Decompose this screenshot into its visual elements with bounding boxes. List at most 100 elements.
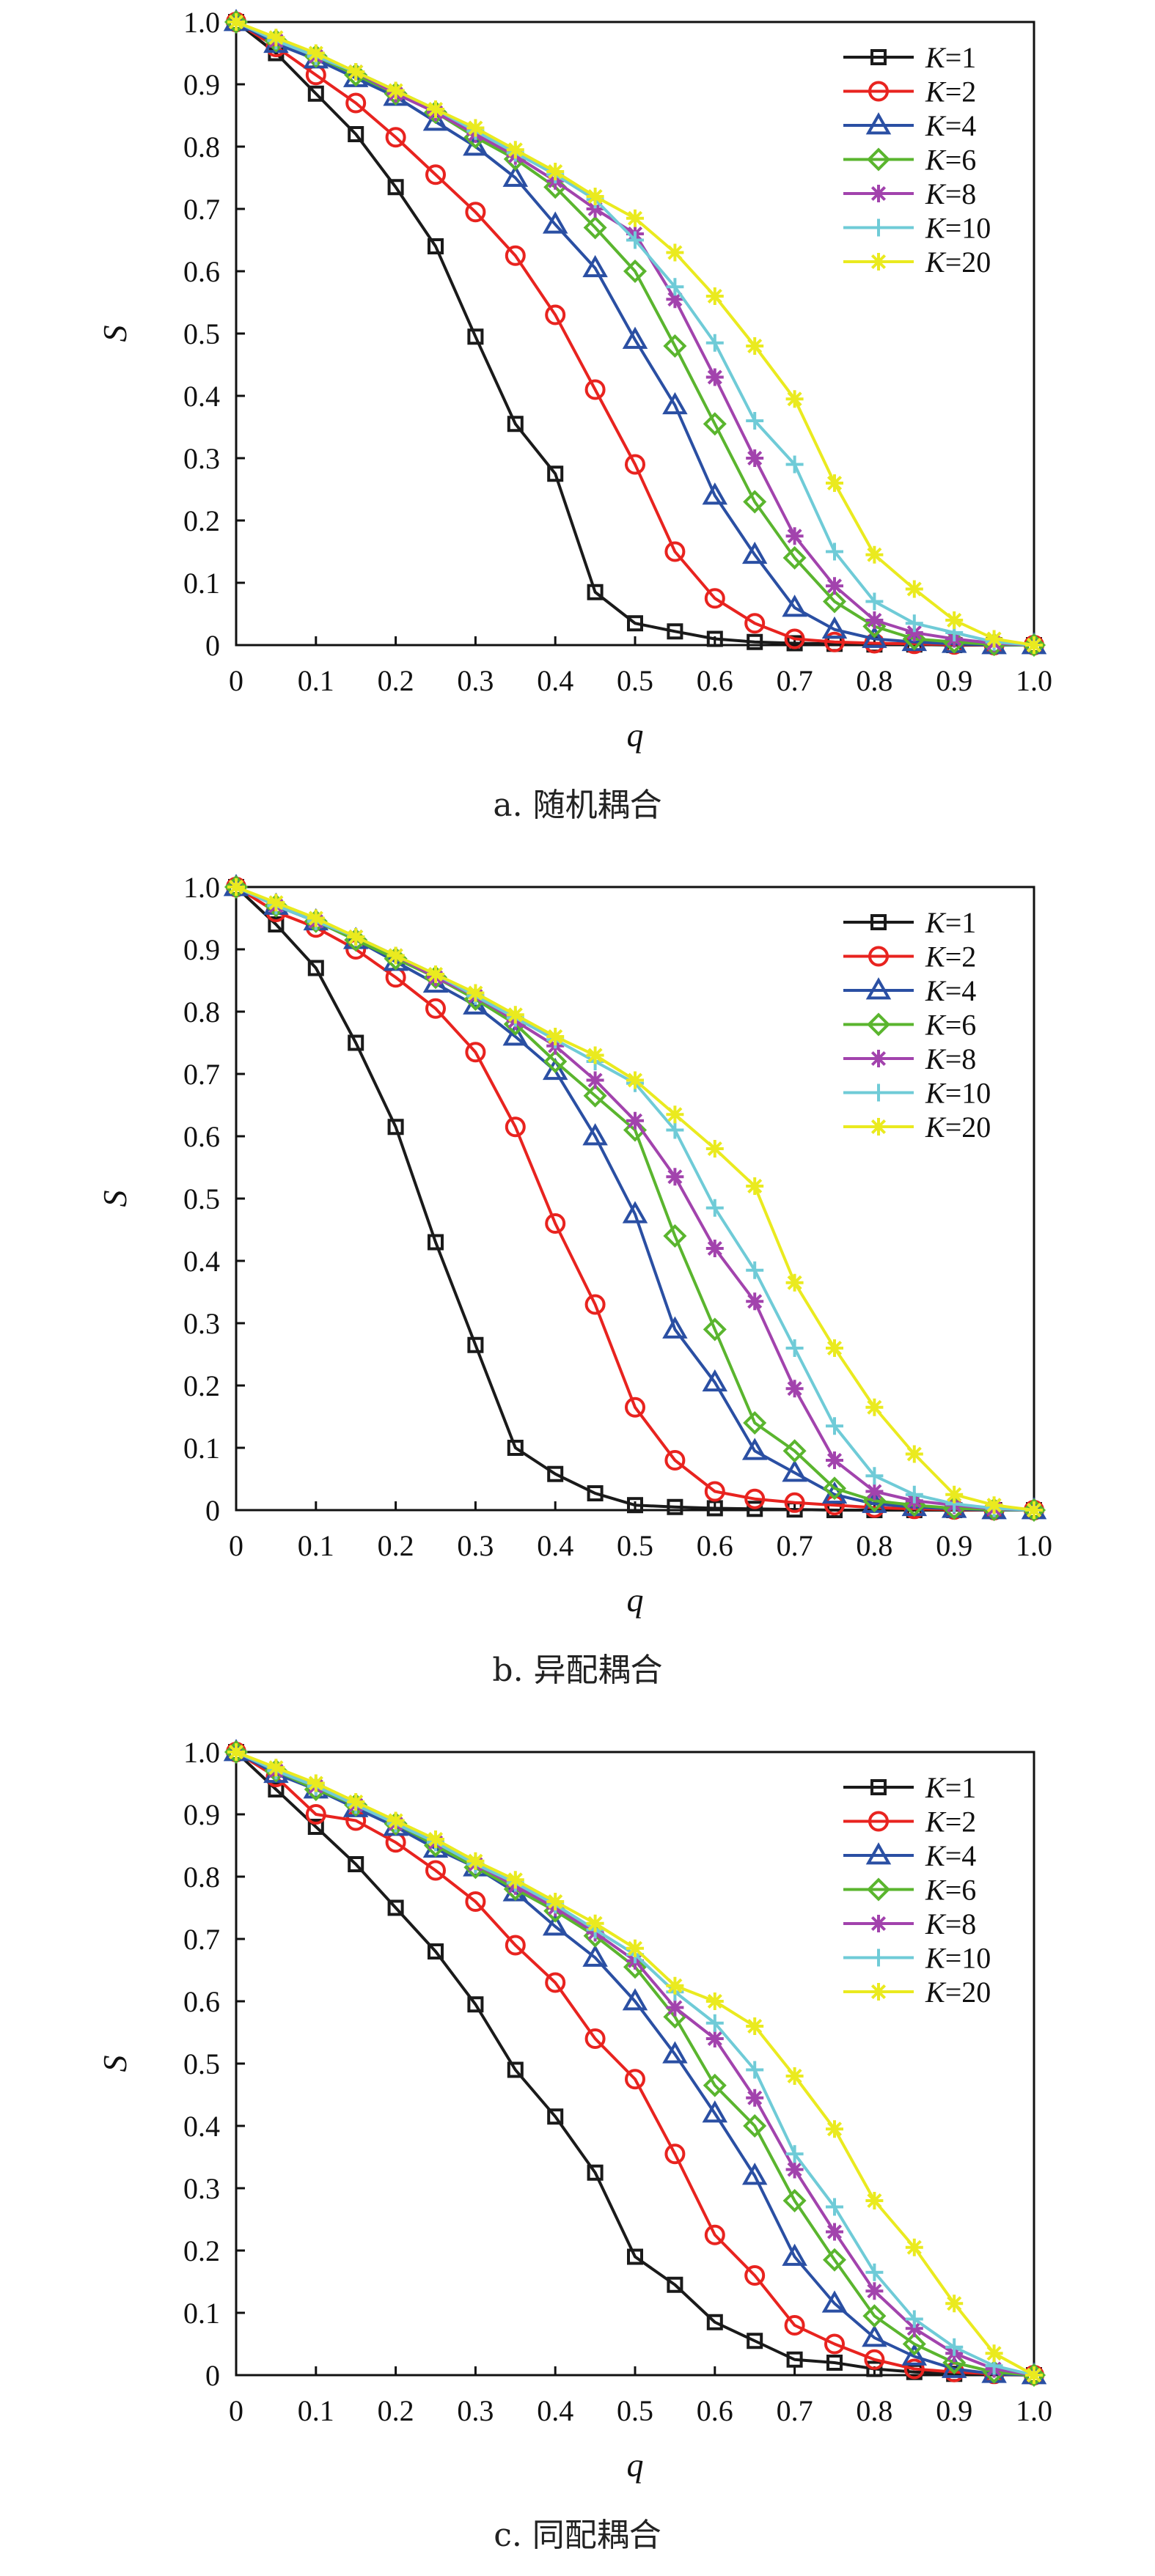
x-tick-label: 0.8 [856, 664, 892, 697]
legend-label: K=20 [925, 246, 991, 279]
data-point [542, 1913, 568, 1936]
data-point [583, 1083, 607, 1108]
data-point [663, 334, 687, 358]
legend-marker [866, 1012, 891, 1037]
legend-marker [868, 1811, 889, 1832]
data-point [782, 1439, 807, 1463]
x-tick-label: 0.1 [298, 2394, 334, 2427]
data-point [307, 909, 325, 927]
data-point [227, 1743, 245, 1761]
data-point [467, 1996, 484, 2013]
data-point [782, 545, 807, 570]
data-point [584, 1294, 606, 1315]
data-point [826, 1417, 843, 1435]
data-point [543, 1049, 568, 1074]
y-tick-label: 0.9 [183, 933, 220, 966]
data-point [862, 2325, 887, 2347]
legend-item: K=10 [843, 212, 991, 245]
data-point [905, 1445, 923, 1463]
data-point [785, 455, 804, 474]
data-point [826, 1451, 843, 1469]
data-point [224, 875, 249, 899]
y-tick-label: 0.2 [183, 1369, 220, 1402]
series-K=20 [227, 13, 1043, 654]
data-point [547, 1465, 564, 1482]
data-point [785, 1273, 804, 1292]
legend-item: K=6 [843, 1009, 976, 1042]
legend-item: K=8 [843, 1907, 976, 1940]
data-point [664, 541, 686, 562]
series-line [235, 1751, 1035, 2377]
data-point [826, 2198, 843, 2216]
series-K=2 [226, 877, 1044, 1520]
data-point [586, 188, 604, 205]
data-point [746, 412, 764, 430]
data-point [905, 1485, 923, 1504]
x-tick-label: 0.9 [936, 664, 972, 697]
data-point [583, 216, 607, 240]
data-point [467, 1336, 484, 1353]
data-point [502, 1023, 529, 1046]
legend-item: K=10 [843, 1942, 991, 1975]
data-point [345, 92, 367, 114]
legend-marker [870, 1983, 887, 2001]
data-point [505, 245, 526, 266]
data-point [627, 615, 643, 632]
data-point [903, 2358, 925, 2380]
x-tick-label: 0.3 [457, 1529, 494, 1562]
data-point [785, 390, 804, 408]
data-point [386, 1811, 405, 1830]
data-point [666, 1998, 684, 2017]
data-point [826, 542, 843, 561]
data-point [704, 1481, 725, 1502]
series-K=1 [228, 879, 1042, 1518]
data-point [386, 81, 405, 100]
data-point [387, 1899, 404, 1916]
series-K=8 [227, 1743, 1043, 2384]
legend-label: K=4 [925, 1839, 976, 1872]
data-point [587, 584, 604, 600]
data-point [626, 1111, 644, 1130]
legend-item: K=20 [843, 1976, 991, 2009]
series-K=10 [227, 878, 1043, 1519]
data-point [545, 1972, 566, 1993]
data-point [865, 1467, 884, 1485]
data-point [747, 2333, 763, 2349]
data-point [822, 589, 847, 614]
data-point [703, 412, 727, 436]
y-tick-label: 1.0 [183, 1736, 220, 1769]
series-line [235, 21, 1035, 647]
x-tick-label: 0.4 [537, 2394, 573, 2427]
data-point [542, 1057, 568, 1081]
x-tick-label: 0.7 [777, 664, 813, 697]
x-tick-label: 0.5 [617, 664, 653, 697]
data-point [744, 1488, 766, 1509]
data-point [547, 2108, 564, 2125]
data-point [546, 1893, 565, 1910]
data-point [985, 2344, 1003, 2363]
legend-item: K=10 [843, 1077, 991, 1110]
data-point [505, 1116, 526, 1138]
data-point [743, 1410, 767, 1435]
data-point [821, 616, 848, 639]
data-point [542, 211, 568, 234]
data-point [945, 1485, 964, 1504]
data-point [902, 627, 926, 651]
y-tick-label: 0.6 [183, 255, 220, 288]
legend-label: K=8 [925, 1042, 976, 1075]
data-point [545, 304, 566, 325]
data-point [826, 1339, 843, 1357]
x-tick-label: 0.9 [936, 1529, 972, 1562]
data-point [826, 2120, 843, 2138]
legend-marker [870, 185, 887, 202]
data-point [422, 108, 449, 131]
data-point [866, 2360, 883, 2377]
x-tick-label: 0.2 [378, 1529, 414, 1562]
series-line [235, 886, 1034, 1512]
y-tick-label: 0.2 [183, 2234, 220, 2267]
data-point [705, 1140, 724, 1158]
legend: K=1K=2K=4K=6K=8K=10K=20 [843, 1771, 991, 2009]
chart-panel-b: 0 0.1 0.2 0.3 0.4 0.5 0.6 0.7 0.8 0.9 1.0 0 0.1 0.2 0.… [0, 865, 1155, 1730]
data-point [467, 328, 484, 345]
data-point [743, 490, 767, 514]
